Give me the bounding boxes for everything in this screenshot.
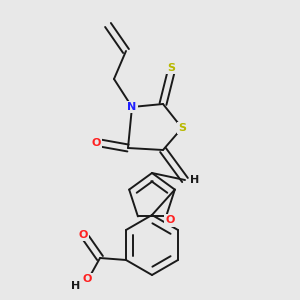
Text: H: H: [71, 281, 81, 291]
Text: O: O: [82, 274, 92, 284]
Text: H: H: [190, 175, 200, 185]
Text: O: O: [91, 138, 101, 148]
Text: S: S: [178, 123, 186, 133]
Text: N: N: [128, 102, 136, 112]
Text: O: O: [78, 230, 88, 240]
Text: S: S: [167, 63, 175, 73]
Text: O: O: [165, 215, 175, 225]
